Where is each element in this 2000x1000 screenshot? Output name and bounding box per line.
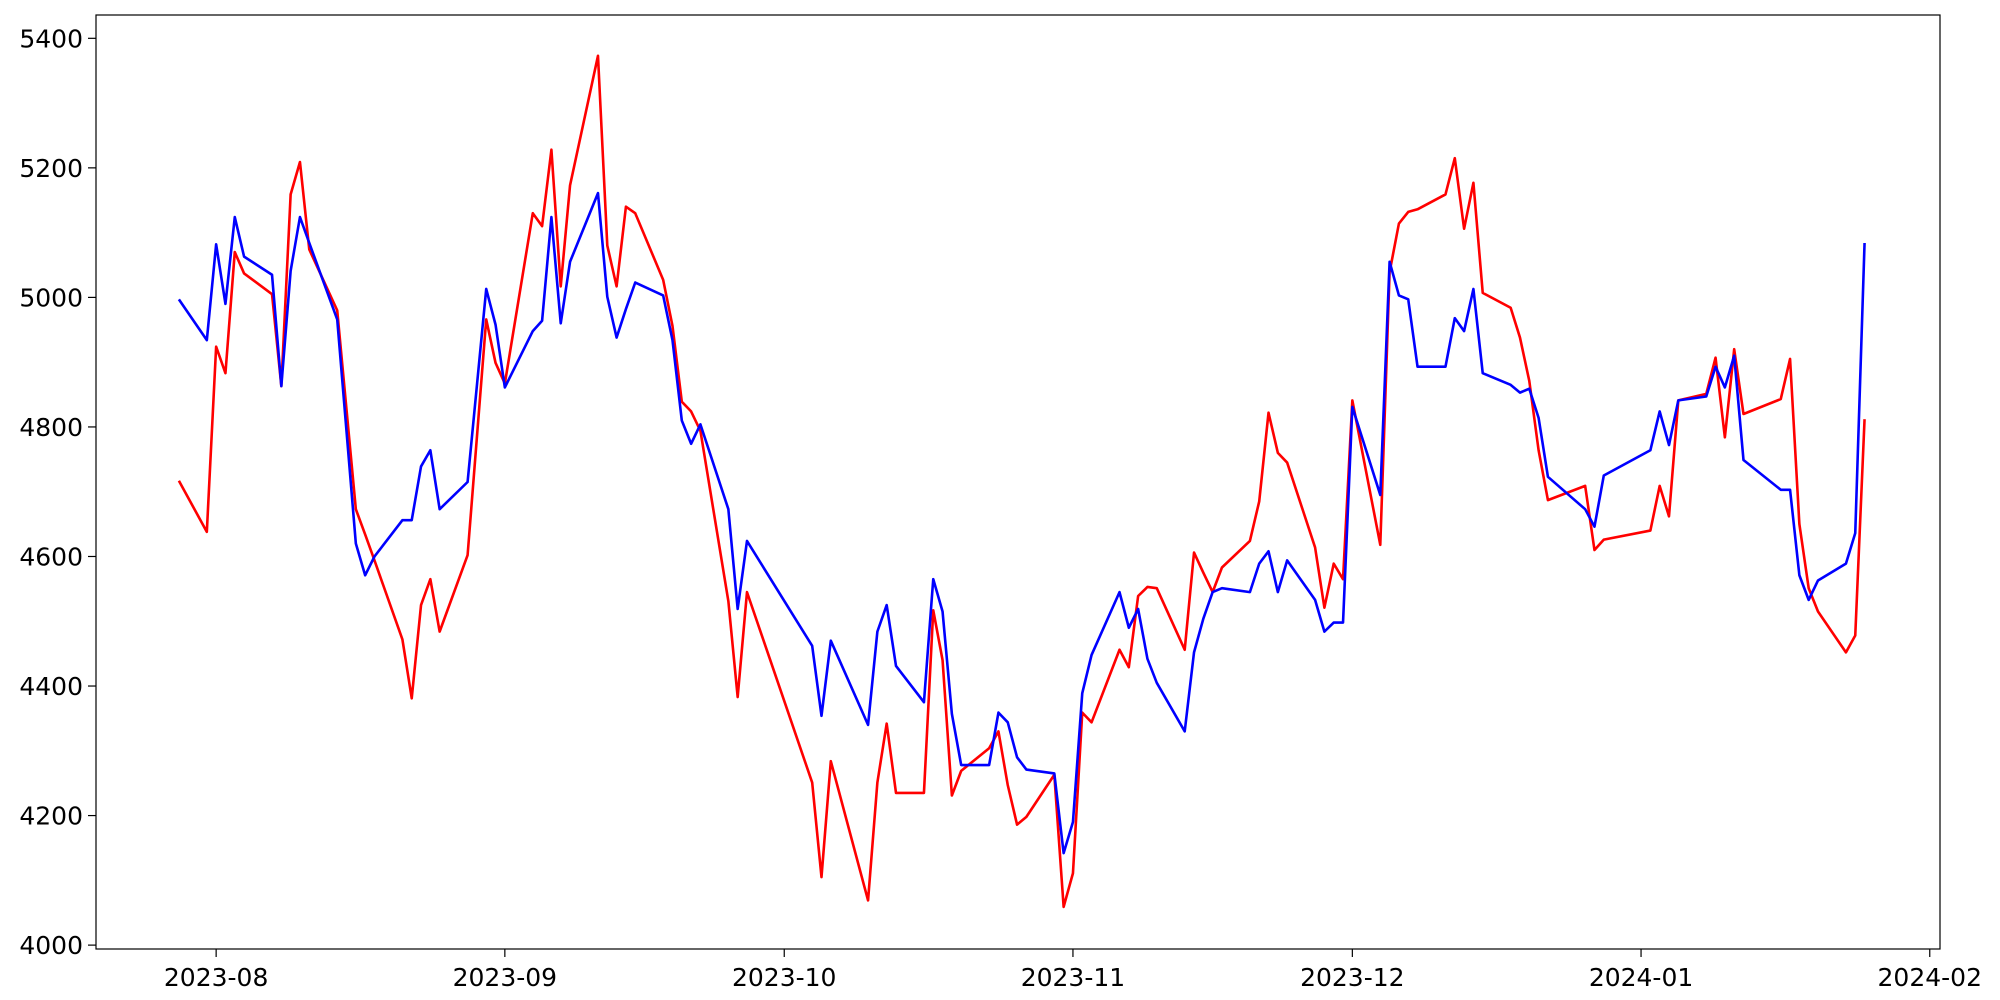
x-tick-label: 2023-08 — [164, 963, 268, 992]
x-tick-label: 2023-10 — [732, 963, 836, 992]
x-tick-label: 2023-09 — [453, 963, 557, 992]
y-tick-label: 4400 — [19, 672, 83, 701]
y-tick-label: 5200 — [19, 154, 83, 183]
y-tick-label: 4200 — [19, 802, 83, 831]
y-tick-label: 4800 — [19, 413, 83, 442]
y-tick-label: 5400 — [19, 24, 83, 53]
x-tick-label: 2024-02 — [1878, 963, 1982, 992]
x-tick-label: 2023-12 — [1300, 963, 1404, 992]
x-tick-label: 2023-11 — [1021, 963, 1125, 992]
y-tick-label: 4600 — [19, 542, 83, 571]
line-series — [177, 191, 1866, 855]
y-tick-label: 5000 — [19, 283, 83, 312]
x-tick-label: 2024-01 — [1589, 963, 1693, 992]
y-tick-label: 4000 — [19, 931, 83, 960]
plot-frame — [95, 14, 1941, 950]
